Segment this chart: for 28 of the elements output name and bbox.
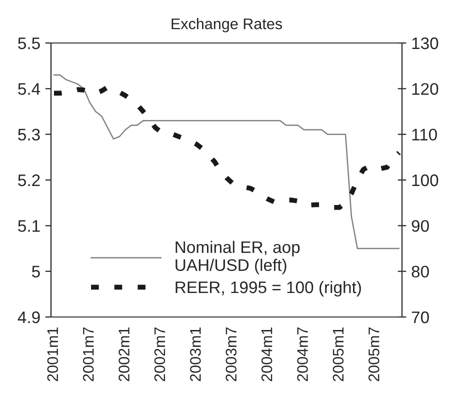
x-tick-label: 2001m7 [82,327,94,382]
x-tick-label: 2004m7 [297,327,308,382]
x-tick-label: 2004m1 [261,327,272,382]
y-tick-label: 5.5 [18,38,40,50]
x-tick-label: 2002m7 [154,327,166,382]
y-tick-label: 5.1 [18,220,40,232]
y2-tick-label: 80 [412,266,429,278]
legend-label: REER, 1995 = 100 (right) [176,280,361,297]
y2-tick-label: 120 [412,83,438,95]
chart-title: Exchange Rates [172,18,282,32]
y2-tick-label: 110 [412,128,437,141]
x-tick-label: 2003m7 [226,327,237,382]
y2-tick-label: 130 [412,37,438,50]
x-tick-label: 2001m1 [47,327,58,382]
x-tick-label: 2005m7 [368,327,380,382]
y-tick-label: 4.9 [18,311,40,324]
x-tick-label: 2002m1 [118,327,130,382]
y2-tick-label: 70 [412,311,429,324]
y-tick-label: 5.3 [18,128,40,141]
y-tick-label: 5 [32,266,40,278]
y-tick-label: 5.4 [18,83,40,95]
y2-tick-label: 100 [412,174,438,186]
y2-tick-label: 90 [412,220,429,232]
y-tick-label: 5.2 [18,174,40,186]
x-tick-label: 2003m1 [190,327,201,382]
legend-label: Nominal ER, aop UAH/USD (left) [176,240,300,274]
line-series [52,84,402,210]
x-tick-label: 2005m1 [332,327,344,382]
